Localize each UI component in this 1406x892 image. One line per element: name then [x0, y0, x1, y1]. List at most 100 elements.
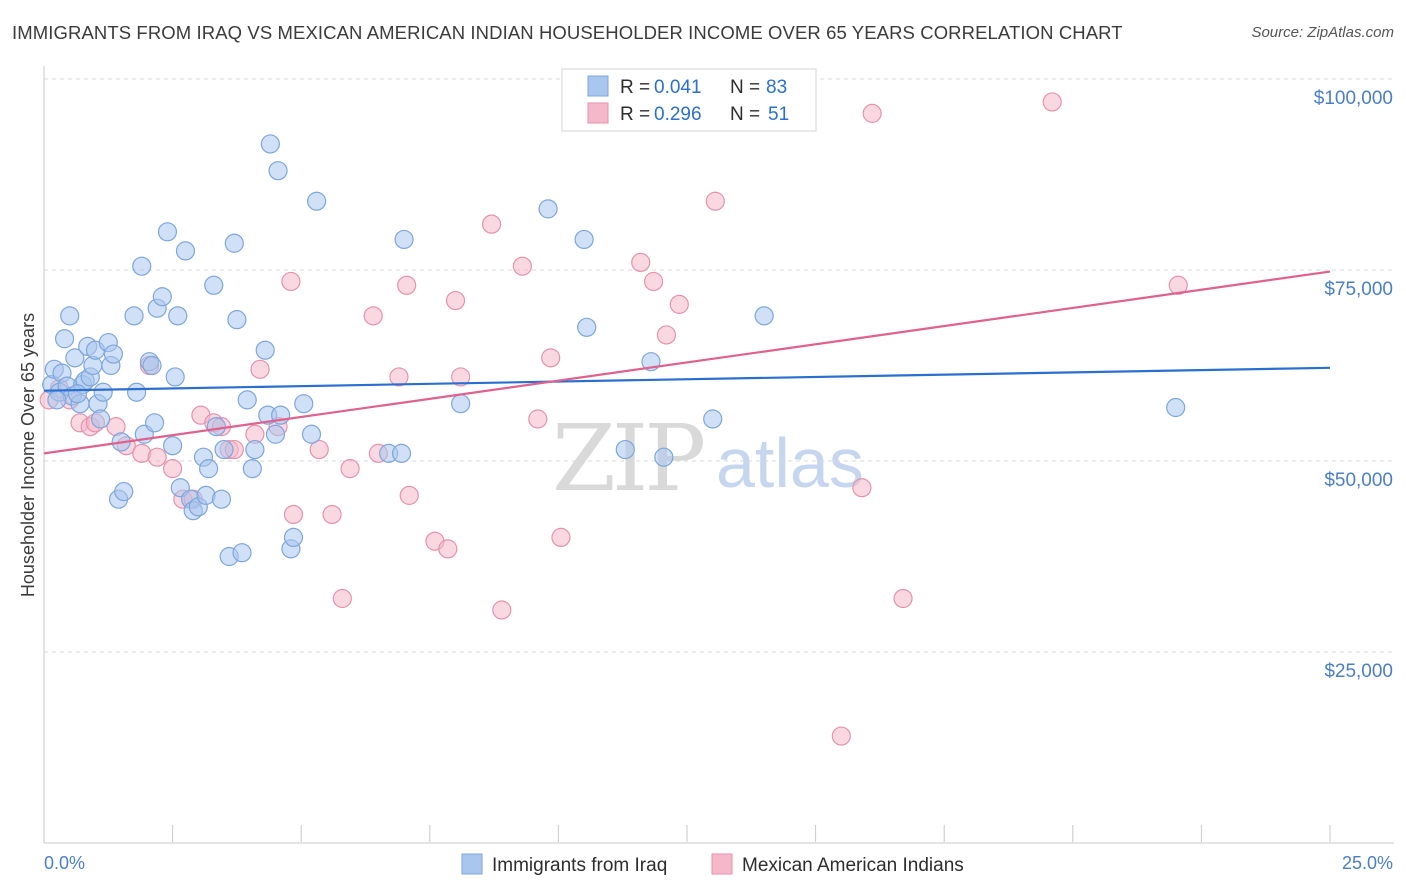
data-point	[631, 252, 651, 272]
data-point	[1168, 275, 1188, 295]
data-point	[265, 424, 286, 444]
data-point	[245, 439, 265, 460]
data-point	[656, 325, 677, 345]
data-point	[242, 459, 262, 479]
bottom-legend-swatch-pink	[711, 853, 733, 875]
data-point	[852, 478, 872, 498]
y-tick-label: $75,000	[1324, 279, 1393, 300]
y-tick-labels: $100,000 $75,000 $50,000 $25,000	[1314, 88, 1393, 682]
data-point	[705, 191, 725, 211]
axes	[43, 66, 1394, 844]
data-point	[654, 447, 674, 467]
data-point	[481, 214, 502, 234]
legend-n-label: N =	[730, 104, 760, 125]
data-point	[227, 310, 247, 330]
watermark-zip: ZIP	[552, 405, 703, 512]
data-point	[126, 382, 147, 402]
legend-n-label: N =	[730, 77, 760, 98]
data-point	[144, 413, 165, 433]
bottom-legend: Immigrants from Iraq Mexican American In…	[461, 853, 964, 876]
data-point	[394, 229, 414, 250]
data-point	[1042, 92, 1062, 112]
data-point	[152, 287, 172, 307]
data-point	[451, 367, 471, 387]
gridlines	[44, 78, 1394, 653]
data-point	[492, 600, 512, 620]
data-point	[893, 588, 913, 609]
data-point	[340, 459, 360, 479]
data-point	[47, 390, 67, 410]
data-point	[332, 588, 352, 609]
chart-source: Source: ZipAtlas.com	[1251, 24, 1394, 41]
bottom-legend-swatch-blue	[461, 853, 483, 875]
data-point	[199, 459, 219, 479]
data-point	[163, 459, 183, 479]
data-point	[309, 439, 329, 460]
legend-n-value: 51	[768, 104, 789, 125]
data-point	[445, 290, 466, 311]
data-point	[1166, 397, 1186, 418]
data-point	[163, 436, 183, 456]
data-point	[132, 256, 152, 276]
data-point	[90, 409, 111, 429]
data-point	[60, 306, 80, 326]
data-point	[438, 539, 458, 559]
data-point	[322, 504, 342, 525]
data-point	[124, 306, 144, 326]
data-point	[551, 527, 571, 548]
data-point	[307, 191, 327, 211]
data-point	[703, 409, 723, 429]
data-point	[232, 543, 252, 563]
watermark-atlas: atlas	[716, 424, 864, 502]
data-point	[363, 306, 383, 326]
bottom-legend-label-blue: Immigrants from Iraq	[492, 855, 667, 876]
data-point	[175, 241, 196, 261]
data-point	[512, 256, 532, 276]
data-point	[281, 271, 301, 292]
data-point	[204, 275, 224, 295]
data-point	[391, 443, 412, 463]
data-point	[157, 222, 178, 242]
data-point	[67, 384, 88, 404]
data-point	[250, 359, 270, 379]
watermark: ZIP atlas	[552, 405, 864, 512]
legend-n-value: 83	[766, 77, 787, 98]
data-point	[206, 417, 226, 437]
data-point	[114, 481, 134, 502]
data-point	[283, 504, 304, 525]
data-point	[538, 199, 558, 219]
data-point	[399, 485, 419, 505]
y-axis-label: Householder Income Over 65 years	[18, 313, 38, 597]
legend-r-value: 0.041	[654, 77, 702, 98]
data-point	[93, 382, 113, 402]
x-tick-label-start: 0.0%	[44, 853, 85, 873]
trend-lines	[43, 270, 1331, 455]
data-point	[301, 424, 322, 444]
data-point	[389, 367, 409, 387]
legend-r-value: 0.296	[654, 104, 702, 125]
data-point	[211, 489, 232, 509]
legend-swatch-pink	[587, 102, 609, 124]
data-point	[283, 527, 304, 548]
y-tick-label: $50,000	[1324, 470, 1393, 491]
series-immigrants-from-iraq	[42, 134, 1186, 567]
data-point	[862, 103, 882, 123]
y-tick-label: $25,000	[1324, 661, 1393, 682]
data-point	[224, 233, 244, 253]
legend-r-label: R =	[620, 77, 650, 98]
data-point	[268, 161, 288, 181]
data-point	[103, 344, 124, 364]
data-point	[541, 348, 561, 368]
data-point	[451, 394, 471, 414]
data-point	[294, 394, 314, 414]
data-point	[754, 306, 774, 326]
data-point	[831, 726, 851, 746]
data-point	[669, 294, 689, 314]
data-point	[643, 271, 664, 292]
data-point	[255, 340, 275, 360]
y-tick-label: $100,000	[1314, 88, 1393, 109]
data-point	[168, 306, 188, 326]
x-tick-labels: 0.0% 25.0%	[44, 853, 1393, 873]
bottom-legend-label-pink: Mexican American Indians	[742, 855, 964, 876]
